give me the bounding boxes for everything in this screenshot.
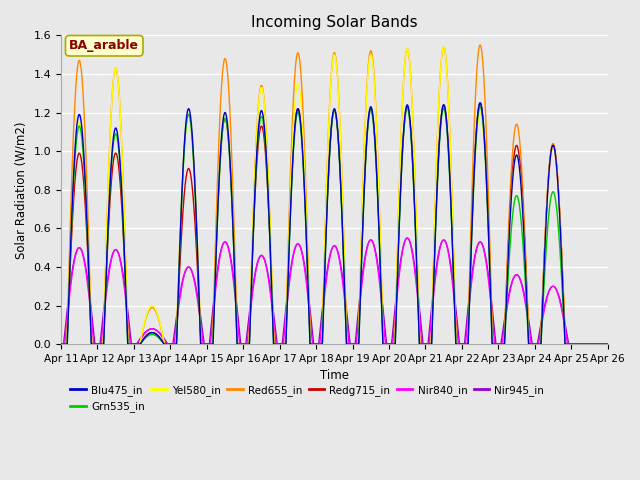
Nir945_in (403, 235, 411, 241)
Grn535_in (476, 104, 484, 109)
Red655_in (476, 42, 484, 48)
Red655_in (593, 341, 601, 347)
Nir840_in (120, 277, 127, 283)
Blu475_in (120, 225, 127, 231)
Nir840_in (593, 341, 601, 347)
Blu475_in (57, 341, 65, 347)
Yel580_in (604, 341, 612, 347)
Nir945_in (593, 341, 601, 347)
Nir945_in (267, 288, 275, 293)
Redg715_in (152, 331, 159, 337)
Nir945_in (57, 341, 65, 347)
Yel580_in (291, 107, 298, 113)
Grn535_in (120, 228, 127, 234)
Nir945_in (534, 336, 542, 342)
Nir840_in (267, 292, 275, 298)
Grn535_in (57, 341, 65, 347)
Y-axis label: Solar Radiation (W/m2): Solar Radiation (W/m2) (15, 121, 28, 259)
Yel580_in (57, 341, 65, 347)
Nir840_in (291, 248, 298, 254)
Red655_in (267, 239, 275, 245)
Grn535_in (534, 341, 542, 347)
Nir840_in (403, 235, 411, 241)
Line: Nir840_in: Nir840_in (61, 238, 608, 344)
X-axis label: Time: Time (320, 370, 349, 383)
Yel580_in (534, 341, 542, 347)
Line: Nir945_in: Nir945_in (61, 238, 608, 344)
Redg715_in (604, 341, 612, 347)
Yel580_in (593, 341, 601, 347)
Nir840_in (152, 327, 159, 333)
Blu475_in (152, 331, 159, 337)
Grn535_in (604, 341, 612, 347)
Grn535_in (152, 333, 159, 338)
Nir945_in (120, 274, 127, 279)
Redg715_in (57, 341, 65, 347)
Nir840_in (604, 341, 612, 347)
Red655_in (604, 341, 612, 347)
Nir945_in (152, 327, 159, 333)
Redg715_in (593, 341, 601, 347)
Red655_in (120, 186, 127, 192)
Legend: Blu475_in, Grn535_in, Yel580_in, Red655_in, Redg715_in, Nir840_in, Nir945_in: Blu475_in, Grn535_in, Yel580_in, Red655_… (66, 381, 548, 416)
Text: BA_arable: BA_arable (69, 39, 140, 52)
Line: Yel580_in: Yel580_in (61, 47, 608, 344)
Nir945_in (291, 247, 298, 253)
Redg715_in (267, 255, 275, 261)
Yel580_in (440, 44, 447, 50)
Grn535_in (593, 341, 601, 347)
Red655_in (534, 341, 542, 347)
Grn535_in (291, 134, 298, 140)
Blu475_in (267, 256, 275, 262)
Line: Blu475_in: Blu475_in (61, 103, 608, 344)
Blu475_in (593, 341, 601, 347)
Blu475_in (534, 341, 542, 347)
Nir945_in (604, 341, 612, 347)
Blu475_in (476, 100, 484, 106)
Redg715_in (476, 100, 484, 106)
Line: Grn535_in: Grn535_in (61, 107, 608, 344)
Yel580_in (152, 307, 159, 312)
Line: Redg715_in: Redg715_in (61, 103, 608, 344)
Grn535_in (267, 259, 275, 264)
Blu475_in (291, 131, 298, 137)
Blu475_in (604, 341, 612, 347)
Title: Incoming Solar Bands: Incoming Solar Bands (251, 15, 418, 30)
Line: Red655_in: Red655_in (61, 45, 608, 344)
Red655_in (291, 79, 298, 85)
Redg715_in (291, 130, 298, 135)
Nir840_in (534, 341, 542, 347)
Red655_in (152, 309, 159, 314)
Yel580_in (267, 240, 275, 245)
Redg715_in (120, 234, 127, 240)
Nir840_in (57, 341, 65, 347)
Red655_in (57, 341, 65, 347)
Yel580_in (120, 186, 127, 192)
Redg715_in (534, 341, 542, 347)
